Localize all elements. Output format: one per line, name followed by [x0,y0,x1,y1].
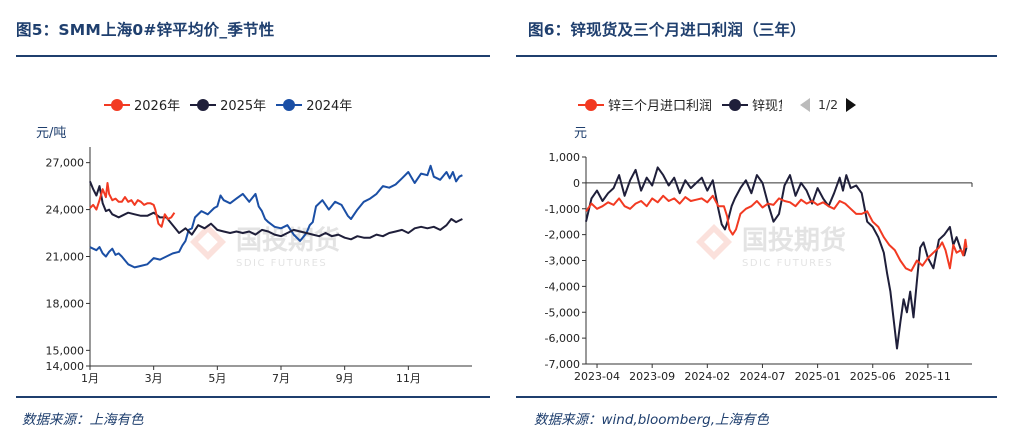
x-tick-label: 2023-04 [574,370,620,383]
right-legend: 锌三个月进口利润 锌现货进口利润 1/2 [578,95,857,114]
watermark: 国投期货 SDIC FUTURES [696,224,846,269]
legend-marker-2024 [276,98,303,111]
y-tick-label: -2,000 [545,229,580,242]
legend-item-2025[interactable]: 2025年 [190,95,266,114]
legend-item-2026[interactable]: 2026年 [104,95,180,114]
legend-page-indicator: 1/2 [818,97,839,112]
watermark-text: 国投期货 [742,225,846,256]
y-tick-label: -6,000 [545,332,580,345]
y-tick-label: 1,000 [549,151,581,164]
right-chart-panel: 图6：锌现货及三个月进口利润（三年） 锌三个月进口利润 锌现货进口利润 1/2 … [516,0,1013,442]
series-line [585,194,968,272]
x-tick-label: 2025-01 [795,370,841,383]
x-tick-label: 7月 [272,372,290,385]
legend-item-2024[interactable]: 2024年 [276,95,352,114]
watermark-logo-icon [190,224,226,260]
x-tick-label: 1月 [81,372,99,385]
series-line [585,166,968,350]
legend-next-page-icon[interactable] [846,97,857,112]
y-tick-label: -4,000 [545,280,580,293]
y-tick-label: 24,000 [46,204,85,217]
x-tick-label: 11月 [396,372,421,385]
y-tick-label: -1,000 [545,203,580,216]
y-tick-label: 27,000 [46,157,85,170]
watermark-logo-icon [696,224,732,260]
series-line [89,181,463,241]
legend-prev-page-icon[interactable] [800,97,811,112]
y-tick-label: -5,000 [545,306,580,319]
x-tick-label: 2024-07 [739,370,785,383]
legend-dot [585,98,597,111]
right-source: 数据来源：wind,bloomberg,上海有色 [534,412,769,428]
legend-marker-spot [722,98,749,111]
right-plot: -7,000 -6,000 -5,000 -4,000 -3,000 -2,000 -1,0… [545,151,973,383]
legend-dot [197,98,210,111]
legend-dot [283,98,296,111]
legend-marker-three-month [578,98,604,111]
legend-marker-2026 [104,98,130,111]
right-title-rule [516,55,997,57]
x-tick-label: 2025-06 [850,370,896,383]
y-tick-label: -7,000 [545,358,580,371]
legend-label: 2025年 [220,99,267,114]
x-tick-label: 9月 [336,372,354,385]
left-source-rule [16,396,490,398]
watermark-logo-inner [198,232,218,252]
left-y-unit: 元/吨 [36,126,67,141]
x-tick-label: 2025-11 [905,370,951,383]
watermark-text: 国投期货 [236,225,340,256]
series-line [89,182,176,228]
watermark-subtext: SDIC FUTURES [236,258,327,269]
legend-pager: 1/2 [800,97,857,112]
watermark: 国投期货 SDIC FUTURES [190,224,340,269]
right-source-rule [516,396,997,398]
left-title-rule [16,55,490,57]
right-chart-title: 图6：锌现货及三个月进口利润（三年） [528,21,806,39]
y-tick-label: 15,000 [46,344,85,357]
legend-dot [729,98,742,111]
x-tick-label: 3月 [145,372,163,385]
legend-label: 2024年 [306,99,353,114]
legend-marker-2025 [190,98,217,111]
left-legend: 2026年 2025年 2024年 [104,95,362,114]
left-chart-panel: 图5：SMM上海0#锌平均价_季节性 2026年 2025年 2024年 元/吨 [0,0,506,442]
x-tick-label: 2024-02 [684,370,730,383]
x-tick-label: 5月 [208,372,226,385]
left-chart-title: 图5：SMM上海0#锌平均价_季节性 [16,21,275,39]
x-tick-label: 2023-09 [629,370,675,383]
legend-dot [111,98,123,111]
legend-item-three-month-profit[interactable]: 锌三个月进口利润 [578,95,712,114]
legend-label: 锌三个月进口利润 [608,99,713,114]
y-tick-label: -3,000 [545,255,580,268]
watermark-logo-inner [704,232,724,252]
series-line [89,164,463,269]
legend-label-truncated: 锌现货进口利润 [752,99,782,114]
left-source: 数据来源：上海有色 [22,412,144,428]
legend-label: 2026年 [134,99,181,114]
y-tick-label: 21,000 [46,251,85,264]
right-y-unit: 元 [574,126,588,141]
left-plot: 14,000 15,000 18,000 21,000 24,000 27,000 1月 3月… [46,147,472,385]
watermark-subtext: SDIC FUTURES [742,258,833,269]
y-tick-label: 18,000 [46,297,85,310]
y-tick-label: 0 [573,177,580,190]
legend-item-spot-profit[interactable]: 锌现货进口利润 [722,95,782,114]
y-tick-label: 14,000 [46,360,85,373]
